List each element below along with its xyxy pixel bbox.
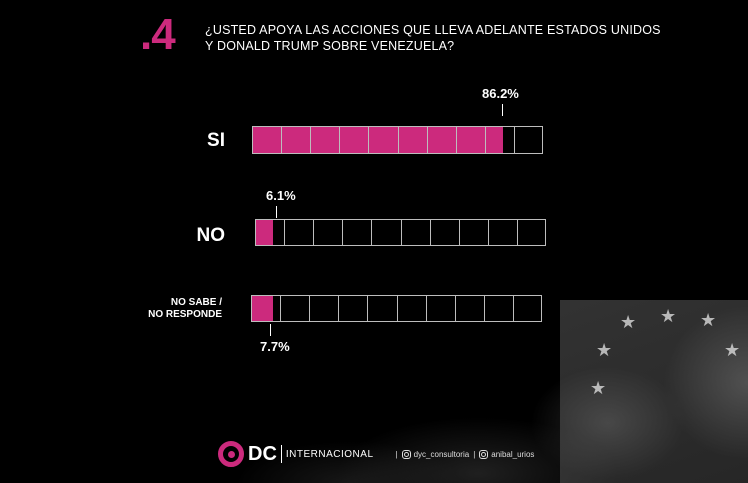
value-tick-ns <box>270 324 271 336</box>
bar-cell-divider <box>426 126 428 154</box>
social-separator: | <box>473 449 476 459</box>
bar-outline <box>252 126 543 154</box>
value-tick-si <box>502 104 503 116</box>
bar-cell-divider <box>280 295 282 322</box>
instagram-icon <box>401 449 411 459</box>
bar-cell-divider <box>400 219 402 246</box>
bar-cell-divider <box>397 126 399 154</box>
bar-cell-divider <box>513 126 515 154</box>
social-handle-1[interactable]: dyc_consultoria <box>413 449 470 459</box>
bar-cell-divider <box>425 295 427 322</box>
bar-cell-divider <box>455 126 457 154</box>
category-label-no: NO <box>196 225 226 246</box>
bar-cell-divider <box>454 295 456 322</box>
bar-cell-divider <box>313 219 315 246</box>
flag-star-icon: ★ <box>724 340 741 360</box>
bar-cell-divider <box>284 219 286 246</box>
bar-cell-divider <box>429 219 431 246</box>
question-line-1: ¿USTED APOYA LAS ACCIONES QUE LLEVA ADEL… <box>205 23 661 37</box>
bar-outline <box>255 219 546 246</box>
social-handles: | dyc_consultoria | anibal_urios <box>392 449 535 459</box>
flag-star-icon: ★ <box>660 306 677 326</box>
bar-cell-divider <box>339 126 341 154</box>
logo-subtitle: INTERNACIONAL <box>285 448 374 460</box>
bar-cell-divider <box>484 126 486 154</box>
bar-no <box>255 219 546 246</box>
logo-text: DC <box>248 442 277 465</box>
bar-ns <box>251 295 542 322</box>
instagram-icon <box>479 449 489 459</box>
logo-divider <box>280 445 282 463</box>
bar-cell-divider <box>338 295 340 322</box>
category-label-ns-line1: NO SABE / <box>170 297 222 308</box>
value-label-si: 86.2% <box>482 86 519 101</box>
venezuela-flag-graphic: ★ ★ ★ ★ ★ ★ <box>560 300 748 483</box>
bar-fill <box>252 126 503 154</box>
category-label-ns-line2: NO RESPONDE <box>148 309 222 320</box>
value-tick-no <box>276 206 277 218</box>
bar-si <box>252 126 543 154</box>
dc-logo-icon <box>218 441 244 467</box>
bar-cell-divider <box>342 219 344 246</box>
value-label-ns: 7.7% <box>260 339 290 354</box>
bar-cell-divider <box>310 126 312 154</box>
bar-cell-divider <box>487 219 489 246</box>
flag-star-icon: ★ <box>700 310 717 330</box>
bar-fill <box>251 295 274 322</box>
bar-cell-divider <box>367 295 369 322</box>
flag-star-icon: ★ <box>620 312 637 332</box>
bar-cell-divider <box>516 219 518 246</box>
category-label-si: SI <box>207 130 225 151</box>
question-line-2: Y DONALD TRUMP SOBRE VENEZUELA? <box>205 39 455 53</box>
social-handle-2[interactable]: anibal_urios <box>491 449 535 459</box>
bar-cell-divider <box>483 295 485 322</box>
bar-fill <box>255 219 273 246</box>
question-number: .4 <box>140 10 176 59</box>
footer-branding: DC INTERNACIONAL | dyc_consultoria | ani… <box>218 440 534 468</box>
bar-cell-divider <box>396 295 398 322</box>
bar-cell-divider <box>309 295 311 322</box>
bar-cell-divider <box>458 219 460 246</box>
value-label-no: 6.1% <box>266 188 296 203</box>
bar-cell-divider <box>368 126 370 154</box>
flag-star-icon: ★ <box>596 340 613 360</box>
question-text: ¿USTED APOYA LAS ACCIONES QUE LLEVA ADEL… <box>205 22 685 54</box>
social-separator: | <box>395 449 398 459</box>
bar-outline <box>251 295 542 322</box>
flag-star-icon: ★ <box>590 378 607 398</box>
bar-cell-divider <box>281 126 283 154</box>
category-label-ns: NO SABE / NO RESPONDE <box>110 297 222 321</box>
bar-cell-divider <box>371 219 373 246</box>
bar-cell-divider <box>512 295 514 322</box>
